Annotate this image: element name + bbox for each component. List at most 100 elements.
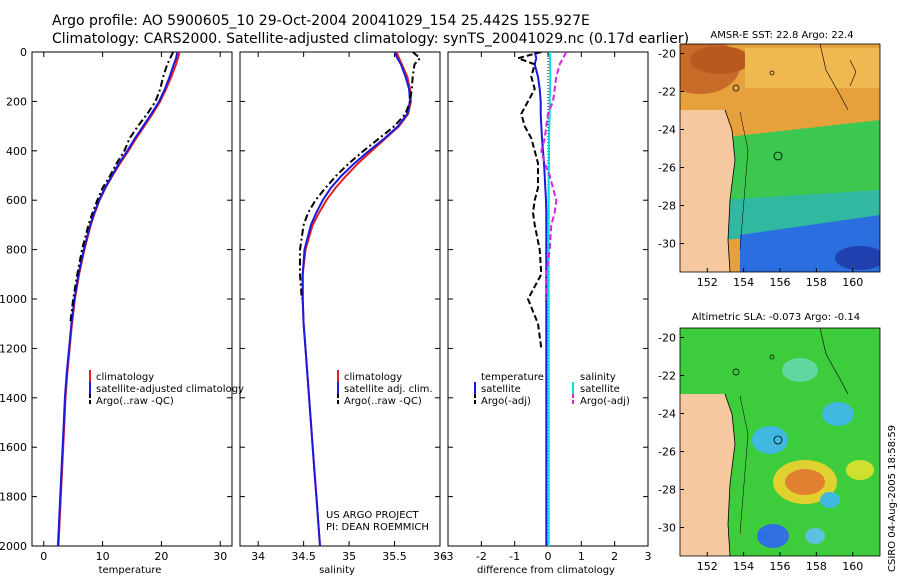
map-y-tick-label: -20 — [658, 332, 676, 345]
map-x-tick-label: 154 — [733, 276, 754, 289]
map-x-tick-label: 152 — [697, 560, 718, 573]
map-y-tick-label: -24 — [658, 124, 676, 137]
map-x-tick-label: 156 — [770, 560, 791, 573]
sla-high-core — [785, 469, 825, 495]
legend-satellite-adjusted: satellite-adjusted climatology — [96, 384, 244, 395]
x-tick-label: 3 — [645, 550, 652, 563]
x-tick-label: 0 — [40, 550, 47, 563]
difference-panel: -3 -2 -1 0 1 2 3 — [443, 51, 652, 563]
y-tick-label: 1400 — [0, 392, 27, 405]
x-tick-label: 35 — [342, 550, 356, 563]
difference-xlabel: difference from climatology — [477, 565, 615, 576]
plot-frame — [239, 51, 441, 547]
y-tick-label: 1600 — [0, 441, 27, 454]
credit-timestamp: CSIRO 04-Aug-2005 18:58:59 — [887, 425, 898, 572]
series-line-argo-raw-qc- — [69, 52, 175, 324]
legend-argo: Argo(..raw -QC) — [344, 396, 422, 407]
x-tick-label: 2 — [611, 550, 618, 563]
sla-low-4 — [757, 524, 789, 548]
y-tick-label: 400 — [6, 145, 27, 158]
map-x-tick-label: 154 — [733, 560, 754, 573]
map-y-tick-label: -30 — [658, 238, 676, 251]
pi-annotation: PI: DEAN ROEMMICH — [326, 522, 429, 533]
y-tick-label: 200 — [6, 95, 27, 108]
legend-climatology: climatology — [344, 372, 402, 383]
legend-temp-argo: Argo(-adj) — [481, 396, 531, 407]
map-x-tick-label: 160 — [842, 560, 863, 573]
map-x-tick-label: 152 — [697, 276, 718, 289]
map-x-tick-label: 158 — [806, 276, 827, 289]
series-line-salinity-satellite — [547, 52, 552, 546]
sla-feature — [782, 358, 818, 382]
header-line-2: Climatology: CARS2000. Satellite-adjuste… — [52, 31, 690, 47]
y-tick-label: 0 — [20, 46, 27, 59]
legend-temp-satellite: satellite — [481, 384, 521, 395]
sst-map: AMSR-E SST: 22.8 Argo: 22.4 — [679, 30, 881, 273]
map-y-tick-label: -26 — [658, 446, 676, 459]
temperature-panel: 0 10 20 30 0 200 400 600 800 1000 1200 1400 1600 1800… — [0, 46, 233, 563]
map-y-tick-label: -20 — [658, 48, 676, 61]
map-y-tick-label: -28 — [658, 484, 676, 497]
salinity-xlabel: salinity — [319, 565, 355, 576]
header-line-1: Argo profile: AO 5900605_10 29-Oct-2004 … — [52, 13, 590, 29]
map-y-tick-label: -30 — [658, 522, 676, 535]
sla-low-3 — [820, 492, 840, 508]
map-y-tick-label: -22 — [658, 370, 676, 383]
sla-low-2 — [822, 402, 854, 426]
legend-sal-satellite: satellite — [580, 384, 620, 395]
sla-low-1 — [752, 426, 788, 454]
legend-sal-argo: Argo(-adj) — [580, 396, 630, 407]
series-line-temperature-satellite — [533, 52, 548, 546]
sla-land — [680, 394, 735, 556]
x-tick-label: 20 — [154, 550, 168, 563]
legend-satellite-adj: satellite adj. clim. — [344, 384, 433, 395]
map-y-tick-label: -28 — [658, 200, 676, 213]
series-line-argo-raw-qc- — [299, 52, 422, 300]
series-line-temperature-argo-adj- — [514, 52, 543, 349]
y-tick-label: 800 — [6, 244, 27, 257]
legend-temperature-title: temperature — [481, 372, 544, 383]
y-tick-label: 1000 — [0, 293, 27, 306]
series-group — [56, 52, 181, 546]
sla-map: Altimetric SLA: -0.073 Argo: -0.14 — [679, 312, 881, 557]
x-tick-label: 36 — [433, 550, 447, 563]
series-line-satellite-adjusted-climatology — [56, 52, 179, 546]
x-tick-label: 35.5 — [382, 550, 407, 563]
legend-salinity-title: salinity — [580, 372, 616, 383]
series-line-salinity-argo-adj- — [540, 52, 568, 299]
temperature-xlabel: temperature — [99, 565, 162, 576]
x-tick-label: -2 — [476, 550, 487, 563]
x-tick-label: 10 — [96, 550, 110, 563]
sst-cold-core — [835, 246, 880, 270]
x-tick-label: -3 — [443, 550, 454, 563]
map-x-tick-label: 160 — [842, 276, 863, 289]
salinity-panel: 34 34.5 35 35.5 36 — [239, 51, 447, 563]
sla-map-title: Altimetric SLA: -0.073 Argo: -0.14 — [692, 312, 860, 323]
sst-yellow-band — [745, 48, 880, 88]
project-annotation: US ARGO PROJECT — [326, 510, 420, 521]
y-tick-label: 600 — [6, 194, 27, 207]
x-tick-label: 0 — [545, 550, 552, 563]
map-y-tick-label: -22 — [658, 86, 676, 99]
legend-argo: Argo(..raw -QC) — [96, 396, 174, 407]
sst-map-title: AMSR-E SST: 22.8 Argo: 22.4 — [710, 30, 853, 41]
difference-legend-salinity: salinity satellite Argo(-adj) — [572, 372, 630, 407]
x-tick-label: 30 — [213, 550, 227, 563]
x-tick-label: 34.5 — [291, 550, 316, 563]
series-group — [299, 52, 422, 546]
y-tick-label: 1200 — [0, 342, 27, 355]
y-tick-label: 1800 — [0, 491, 27, 504]
sla-high-2 — [846, 460, 874, 480]
series-group — [514, 52, 568, 546]
difference-legend-temperature: temperature satellite Argo(-adj) — [474, 372, 544, 407]
legend-climatology: climatology — [96, 372, 154, 383]
salinity-legend: climatology satellite adj. clim. Argo(..… — [326, 370, 433, 533]
map-x-tick-label: 158 — [806, 560, 827, 573]
x-tick-label: 1 — [578, 550, 585, 563]
argo-position-marker — [773, 151, 783, 161]
sst-warm-core-inner — [690, 46, 750, 74]
x-tick-label: 34 — [251, 550, 265, 563]
sst-land — [680, 110, 735, 272]
map-x-tick-label: 156 — [770, 276, 791, 289]
